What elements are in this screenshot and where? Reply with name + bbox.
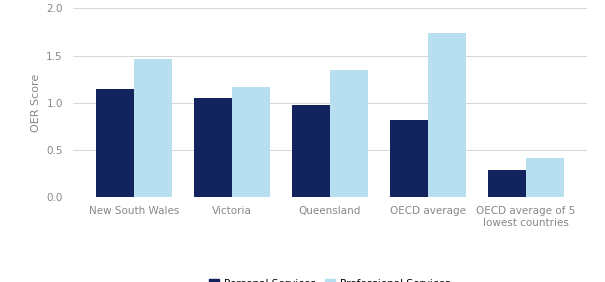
Bar	[292, 105, 330, 197]
Bar	[134, 59, 172, 197]
Bar	[194, 98, 232, 197]
Bar	[232, 87, 270, 197]
Bar	[330, 70, 368, 197]
Bar	[526, 158, 564, 197]
Legend: Personal Services, Professional Services: Personal Services, Professional Services	[204, 274, 455, 282]
Bar	[390, 120, 428, 197]
Y-axis label: OER Score: OER Score	[31, 74, 41, 132]
Bar	[96, 89, 134, 197]
Bar	[488, 170, 526, 197]
Bar	[428, 33, 466, 197]
